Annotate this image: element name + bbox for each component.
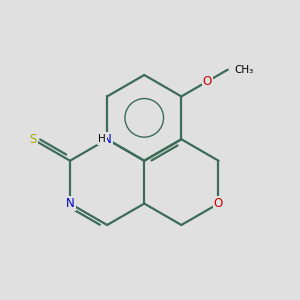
Text: O: O: [214, 197, 223, 210]
Text: H: H: [98, 134, 106, 144]
Text: N: N: [66, 197, 74, 210]
Text: O: O: [203, 75, 212, 88]
Text: N: N: [103, 133, 112, 146]
Text: CH₃: CH₃: [234, 64, 254, 75]
Text: S: S: [29, 133, 37, 146]
